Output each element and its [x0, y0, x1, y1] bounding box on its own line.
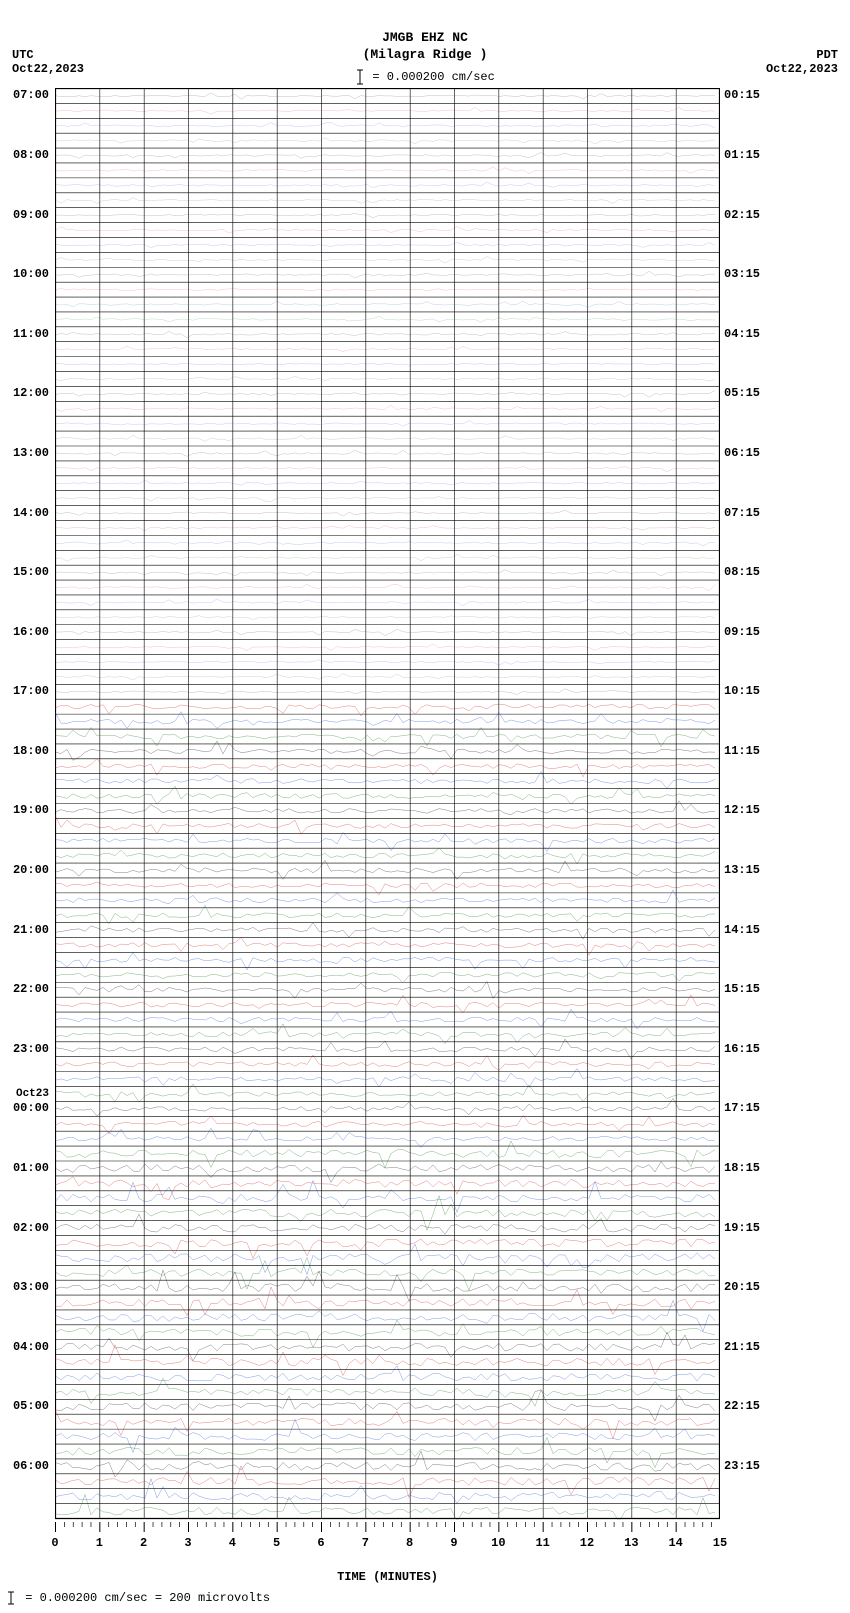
left-time-axis: 07:00 08:00 09:00 10:00 11:00 12:00 13:00 14:00…: [0, 88, 52, 1518]
left-hour-label: 18:00: [13, 744, 49, 758]
right-hour-label: 02:15: [724, 208, 760, 222]
x-tick-label: 5: [273, 1536, 280, 1550]
right-hour-label: 12:15: [724, 803, 760, 817]
x-tick-label: 15: [713, 1536, 727, 1550]
left-hour-label: 13:00: [13, 446, 49, 460]
left-hour-label: 11:00: [13, 327, 49, 341]
left-hour-label: 19:00: [13, 803, 49, 817]
right-hour-label: 19:15: [724, 1221, 760, 1235]
right-hour-label: 03:15: [724, 267, 760, 281]
left-hour-label: 08:00: [13, 148, 49, 162]
right-hour-label: 21:15: [724, 1340, 760, 1354]
tz-right-zone: PDT: [766, 48, 838, 62]
right-hour-label: 18:15: [724, 1161, 760, 1175]
left-hour-label: 12:00: [13, 386, 49, 400]
right-hour-label: 01:15: [724, 148, 760, 162]
x-tick-label: 4: [229, 1536, 236, 1550]
scale-bar-icon: [4, 1591, 18, 1605]
right-hour-label: 00:15: [724, 88, 760, 102]
x-tick-label: 13: [624, 1536, 638, 1550]
right-hour-label: 14:15: [724, 923, 760, 937]
scale-text-top: = 0.000200 cm/sec: [372, 70, 494, 84]
tz-left-zone: UTC: [12, 48, 84, 62]
left-hour-label: 20:00: [13, 863, 49, 877]
x-tick-label: 1: [96, 1536, 103, 1550]
x-axis-ticks: [55, 1522, 720, 1536]
tz-left-date: Oct22,2023: [12, 62, 84, 76]
left-hour-label: 15:00: [13, 565, 49, 579]
x-tick-label: 2: [140, 1536, 147, 1550]
station-location: (Milagra Ridge ): [0, 47, 850, 64]
left-hour-label: 17:00: [13, 684, 49, 698]
left-hour-label: 22:00: [13, 982, 49, 996]
right-hour-label: 15:15: [724, 982, 760, 996]
x-tick-label: 9: [450, 1536, 457, 1550]
x-tick-label: 14: [668, 1536, 682, 1550]
left-hour-label: 01:00: [13, 1161, 49, 1175]
seismogram-plot: [55, 88, 720, 1518]
left-hour-label: 00:00: [13, 1101, 49, 1115]
station-id: JMGB EHZ NC: [0, 30, 850, 47]
x-tick-label: 10: [491, 1536, 505, 1550]
left-hour-label: 07:00: [13, 88, 49, 102]
timezone-right: PDT Oct22,2023: [766, 48, 838, 76]
right-hour-label: 05:15: [724, 386, 760, 400]
x-tick-label: 6: [317, 1536, 324, 1550]
right-hour-label: 08:15: [724, 565, 760, 579]
x-axis: 0123456789101112131415 TIME (MINUTES): [55, 1522, 720, 1584]
left-hour-label: 10:00: [13, 267, 49, 281]
chart-header: JMGB EHZ NC (Milagra Ridge ): [0, 0, 850, 64]
scale-indicator-top: = 0.000200 cm/sec: [0, 64, 850, 86]
right-hour-label: 20:15: [724, 1280, 760, 1294]
right-hour-label: 11:15: [724, 744, 760, 758]
right-hour-label: 07:15: [724, 506, 760, 520]
left-hour-label: 16:00: [13, 625, 49, 639]
left-hour-label: 04:00: [13, 1340, 49, 1354]
x-tick-label: 12: [580, 1536, 594, 1550]
x-tick-label: 11: [535, 1536, 549, 1550]
left-hour-label: 14:00: [13, 506, 49, 520]
left-hour-label: 09:00: [13, 208, 49, 222]
left-hour-label: 06:00: [13, 1459, 49, 1473]
right-time-axis: 00:15 01:15 02:15 03:15 04:15 05:15 06:15 07:15…: [724, 88, 844, 1518]
right-hour-label: 13:15: [724, 863, 760, 877]
right-hour-label: 06:15: [724, 446, 760, 460]
seismogram-grid: [55, 88, 720, 1520]
right-hour-label: 22:15: [724, 1399, 760, 1413]
left-hour-label: 03:00: [13, 1280, 49, 1294]
left-hour-label: 05:00: [13, 1399, 49, 1413]
left-hour-label: 02:00: [13, 1221, 49, 1235]
right-hour-label: 10:15: [724, 684, 760, 698]
scale-bar-icon: [355, 68, 365, 86]
scale-footer-text: = 0.000200 cm/sec = 200 microvolts: [25, 1591, 270, 1605]
x-tick-label: 8: [406, 1536, 413, 1550]
right-hour-label: 04:15: [724, 327, 760, 341]
x-tick-label: 3: [184, 1536, 191, 1550]
left-hour-label: 23:00: [13, 1042, 49, 1056]
scale-footer: = 0.000200 cm/sec = 200 microvolts: [4, 1591, 270, 1605]
x-tick-label: 0: [51, 1536, 58, 1550]
timezone-left: UTC Oct22,2023: [12, 48, 84, 76]
left-hour-label: 21:00: [13, 923, 49, 937]
right-hour-label: 16:15: [724, 1042, 760, 1056]
tz-right-date: Oct22,2023: [766, 62, 838, 76]
x-tick-label: 7: [362, 1536, 369, 1550]
right-hour-label: 23:15: [724, 1459, 760, 1473]
x-axis-title: TIME (MINUTES): [55, 1540, 720, 1584]
right-hour-label: 09:15: [724, 625, 760, 639]
right-hour-label: 17:15: [724, 1101, 760, 1115]
left-day-break: Oct23: [16, 1088, 49, 1100]
